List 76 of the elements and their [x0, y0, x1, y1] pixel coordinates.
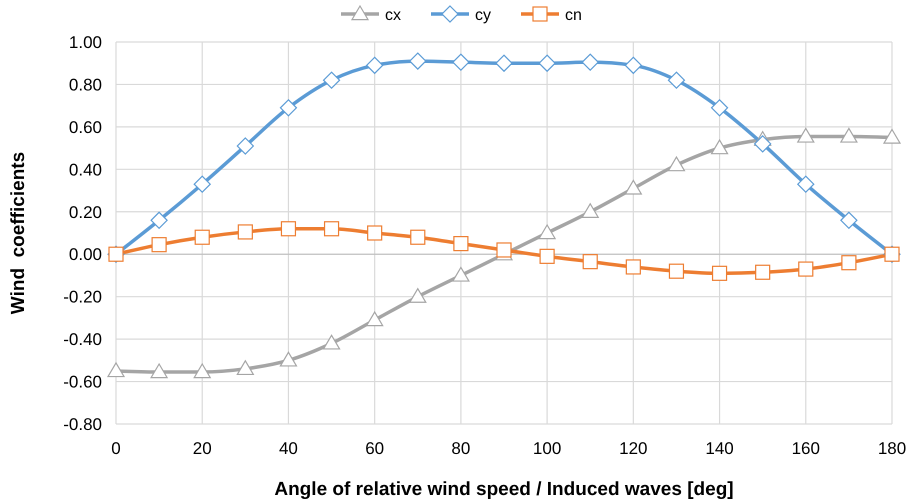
point: [452, 266, 470, 282]
point: [366, 311, 384, 326]
y-tick-label: -0.80: [63, 415, 102, 434]
y-tick-label: 0.40: [68, 160, 102, 180]
legend-label: cn: [565, 7, 582, 24]
x-tick-label: 160: [792, 439, 820, 458]
point: [797, 128, 814, 143]
point: [626, 259, 641, 275]
point: [194, 176, 211, 193]
legend-label: cy: [475, 7, 491, 24]
point: [624, 180, 642, 195]
point: [150, 363, 168, 378]
point: [366, 56, 384, 74]
point: [840, 212, 858, 229]
point: [495, 54, 513, 72]
point: [840, 128, 858, 143]
point: [755, 264, 770, 280]
point: [322, 334, 340, 350]
point: [668, 72, 686, 89]
point: [409, 52, 426, 70]
point: [410, 230, 426, 245]
x-tick-label: 0: [111, 439, 121, 458]
point: [152, 237, 167, 252]
x-tick-label: 120: [619, 439, 648, 458]
point: [582, 254, 598, 270]
point: [540, 248, 555, 264]
x-tick-label: 60: [365, 439, 384, 458]
point: [453, 236, 468, 252]
y-tick-label: 0.80: [68, 75, 102, 94]
point: [280, 99, 298, 116]
y-tick-label: 0.20: [68, 202, 102, 222]
point: [280, 352, 298, 367]
point: [538, 54, 556, 72]
x-tick-label: 180: [878, 439, 906, 458]
point: [582, 54, 599, 71]
point: [107, 362, 125, 378]
point: [624, 56, 642, 74]
point: [324, 221, 340, 236]
point: [238, 224, 253, 240]
x-tick-label: 100: [532, 439, 562, 458]
point: [236, 137, 254, 155]
y-tick-label: 0.00: [68, 245, 102, 264]
legend-label: cx: [385, 7, 401, 24]
point: [322, 72, 340, 89]
point: [797, 176, 814, 193]
point: [582, 203, 599, 218]
point: [409, 288, 426, 303]
x-tick-label: 40: [278, 439, 298, 458]
y-tick-label: -0.40: [63, 330, 102, 350]
point: [236, 360, 254, 376]
x-tick-label: 20: [192, 439, 212, 458]
point: [710, 140, 728, 154]
point: [712, 266, 728, 281]
y-tick-label: 1.00: [68, 33, 102, 52]
point: [798, 261, 814, 277]
point: [538, 224, 556, 240]
y-tick-label: -0.20: [63, 288, 102, 307]
point: [280, 221, 296, 236]
point: [710, 99, 728, 116]
point: [367, 225, 382, 241]
point: [754, 135, 772, 152]
point: [883, 128, 901, 144]
y-tick-label: -0.60: [63, 372, 102, 392]
x-tick-label: 140: [705, 439, 734, 458]
point: [194, 363, 211, 378]
point: [841, 255, 856, 270]
point: [496, 242, 512, 258]
x-axis-title: Angle of relative wind speed / Induced waves [deg]: [274, 479, 734, 500]
point: [668, 264, 684, 279]
x-tick-label: 80: [451, 439, 470, 458]
point: [668, 156, 686, 172]
point: [150, 212, 168, 229]
point: [194, 230, 210, 245]
y-tick-label: 0.60: [68, 118, 102, 137]
y-axis-title: Wind coefficients: [8, 152, 29, 314]
point: [452, 54, 470, 71]
